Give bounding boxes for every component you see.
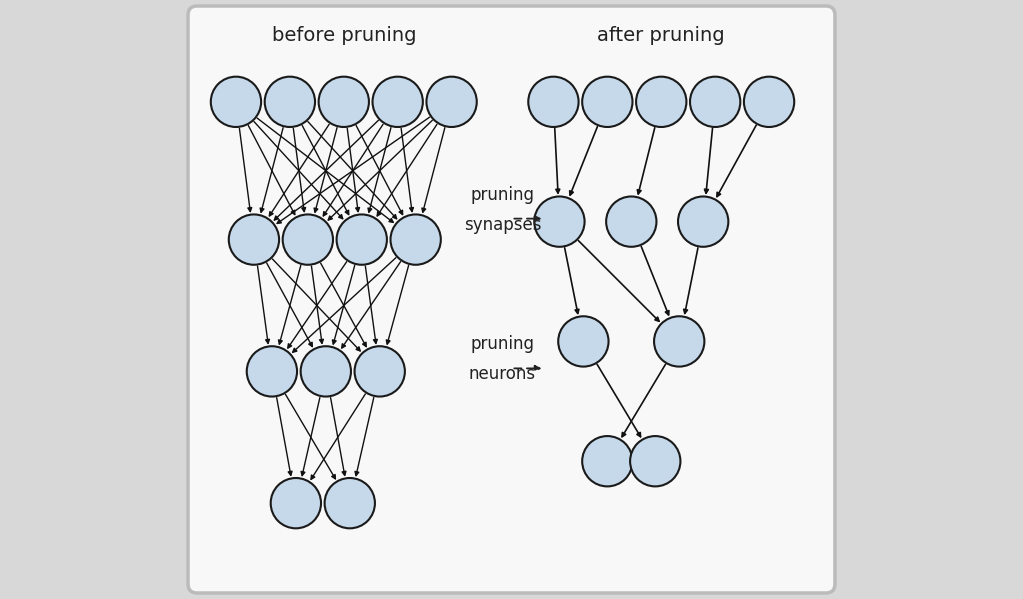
- Ellipse shape: [355, 346, 405, 397]
- Ellipse shape: [282, 214, 333, 265]
- Ellipse shape: [391, 214, 441, 265]
- Text: pruning: pruning: [471, 335, 534, 353]
- Ellipse shape: [211, 77, 261, 127]
- Ellipse shape: [678, 196, 728, 247]
- Ellipse shape: [301, 346, 351, 397]
- Ellipse shape: [744, 77, 794, 127]
- Ellipse shape: [582, 77, 632, 127]
- Ellipse shape: [582, 436, 632, 486]
- Ellipse shape: [337, 214, 387, 265]
- Text: neurons: neurons: [469, 365, 536, 383]
- Ellipse shape: [534, 196, 584, 247]
- Ellipse shape: [247, 346, 297, 397]
- Text: pruning: pruning: [471, 186, 534, 204]
- Ellipse shape: [630, 436, 680, 486]
- Ellipse shape: [427, 77, 477, 127]
- Ellipse shape: [559, 316, 609, 367]
- Ellipse shape: [265, 77, 315, 127]
- Ellipse shape: [690, 77, 741, 127]
- Ellipse shape: [607, 196, 657, 247]
- Text: synapses: synapses: [463, 216, 541, 234]
- Ellipse shape: [324, 478, 374, 528]
- Ellipse shape: [528, 77, 579, 127]
- Text: before pruning: before pruning: [271, 26, 416, 46]
- Ellipse shape: [271, 478, 321, 528]
- FancyBboxPatch shape: [188, 6, 835, 593]
- Ellipse shape: [654, 316, 705, 367]
- Ellipse shape: [372, 77, 422, 127]
- Ellipse shape: [229, 214, 279, 265]
- Ellipse shape: [318, 77, 369, 127]
- Ellipse shape: [636, 77, 686, 127]
- Text: after pruning: after pruning: [597, 26, 725, 46]
